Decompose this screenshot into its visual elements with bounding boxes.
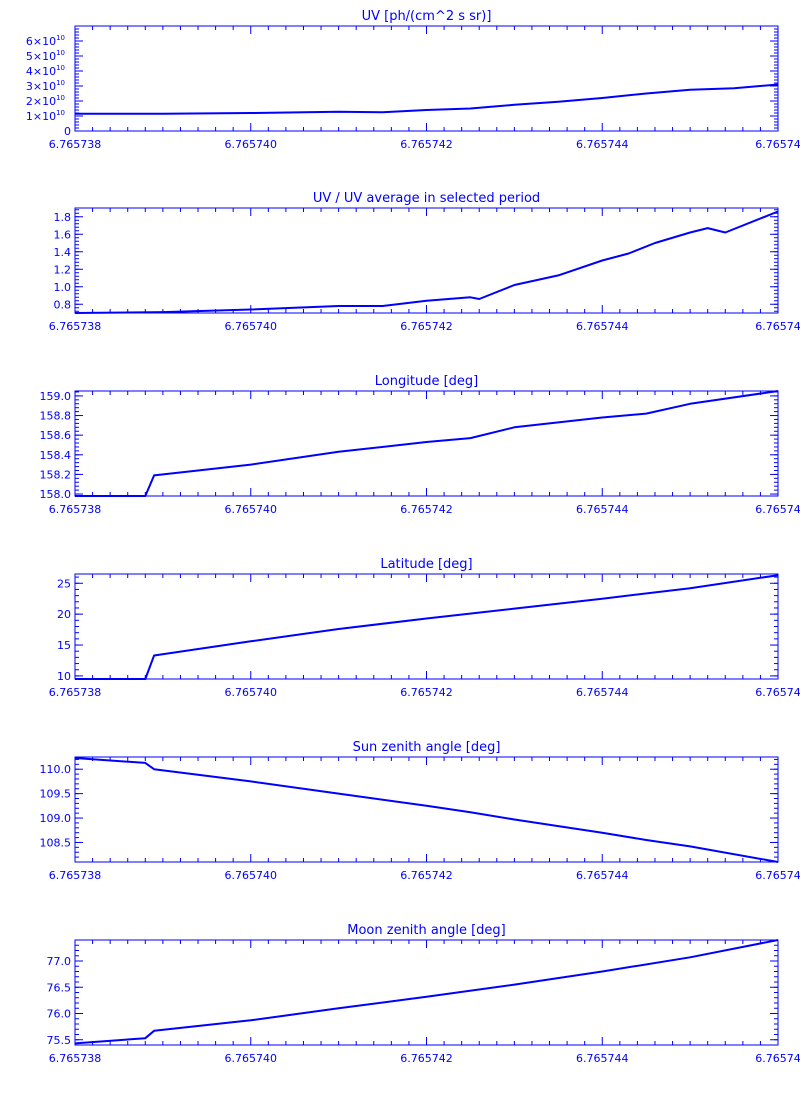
x-tick-label: 6.765742 — [400, 138, 453, 151]
y-tick-label: 76.0 — [47, 1008, 72, 1021]
panel-title: Sun zenith angle [deg] — [353, 740, 501, 755]
x-tick-label: 6.765742 — [400, 503, 453, 516]
x-tick-label: 6.765740 — [225, 138, 278, 151]
panel-title: Moon zenith angle [deg] — [347, 923, 505, 938]
panel-uv-flux: UV [ph/(cm^2 s sr)]6.765738 6.765740 6.765… — [26, 9, 800, 151]
y-tick-label: 4×1010 — [26, 64, 65, 78]
x-tick-label: 6.765744 — [576, 138, 629, 151]
y-tick-label: 76.5 — [47, 981, 72, 994]
panel-uv-ratio: UV / UV average in selected period 6.7657… — [49, 191, 800, 333]
y-tick-label: 5×1010 — [26, 49, 65, 63]
x-tick-label: 6.765742 — [400, 686, 453, 699]
panel-longitude: Longitude [deg] 6.765738 6.765740 6.765742 6… — [40, 374, 800, 516]
y-tick-label: 2×1010 — [26, 94, 65, 108]
y-tick-label: 1.8 — [54, 211, 72, 224]
plot-frame — [74, 25, 779, 132]
panel-moon-zenith: Moon zenith angle [deg] 6.765738 6.765740 6… — [47, 923, 800, 1065]
x-tick-label: 6.765742 — [400, 869, 453, 882]
y-tick-label: 1.6 — [54, 228, 72, 241]
x-tick-label: 6.765742 — [400, 320, 453, 333]
x-tick-label: 6.76574 — [755, 320, 800, 333]
x-tick-label: 6.765738 — [49, 1052, 102, 1065]
y-tick-label: 110.0 — [40, 763, 72, 776]
x-tick-label: 6.765740 — [225, 320, 278, 333]
series-line-uv-flux — [75, 83, 779, 115]
y-tick-label: 109.5 — [40, 788, 72, 801]
y-tick-label: 109.0 — [40, 812, 72, 825]
y-tick-label: 6×1010 — [26, 34, 65, 48]
x-tick-label: 6.765744 — [576, 320, 629, 333]
y-tick-label: 77.0 — [47, 955, 72, 968]
x-tick-label: 6.765744 — [576, 1052, 629, 1065]
y-tick-label: 158.0 — [40, 488, 72, 501]
y-tick-label: 158.4 — [40, 449, 72, 462]
series-line-uv-ratio — [74, 210, 779, 314]
y-tick-label: 75.5 — [47, 1034, 72, 1047]
panel-title: UV / UV average in selected period — [313, 191, 540, 206]
y-tick-label: 158.2 — [40, 468, 72, 481]
series-line-sun-zenith — [74, 757, 779, 863]
x-tick-label: 6.765744 — [576, 686, 629, 699]
panel-sun-zenith: Sun zenith angle [deg] 6.765738 6.765740 6.… — [40, 740, 800, 882]
y-tick-label: 25 — [57, 577, 71, 590]
x-tick-label: 6.765740 — [225, 503, 278, 516]
x-tick-label: 6.765738 — [49, 869, 102, 882]
y-tick-label: 0.8 — [54, 298, 72, 311]
x-tick-label: 6.765740 — [225, 869, 278, 882]
y-tick-label: 159.0 — [40, 390, 72, 403]
y-tick-label: 1.2 — [54, 263, 72, 276]
plot-frame — [74, 939, 779, 1046]
y-tick-label: 108.5 — [40, 836, 72, 849]
x-tick-label: 6.765738 — [49, 138, 102, 151]
x-tick-label: 6.765740 — [225, 1052, 278, 1065]
series-line-longitude — [75, 390, 779, 497]
y-tick-label: 1.0 — [54, 281, 72, 294]
y-tick-label: 3×1010 — [26, 79, 65, 93]
y-tick-label: 20 — [57, 608, 71, 621]
y-tick-label: 1.4 — [54, 246, 72, 259]
panel-title: Longitude [deg] — [375, 374, 478, 389]
panel-latitude: Latitude [deg] 6.765738 6.765740 6.765742 6.… — [49, 557, 800, 699]
x-tick-label: 6.76574 — [755, 869, 800, 882]
series-line-latitude — [75, 574, 779, 680]
y-tick-label: 15 — [57, 639, 71, 652]
x-tick-label: 6.76574 — [755, 686, 800, 699]
y-tick-label: 158.8 — [40, 410, 72, 423]
x-tick-label: 6.76574 — [755, 503, 800, 516]
series-line-moon-zenith — [74, 939, 779, 1045]
x-tick-label: 6.765744 — [576, 869, 629, 882]
x-tick-label: 6.765742 — [400, 1052, 453, 1065]
y-tick-label: 0 — [64, 125, 71, 138]
x-tick-label: 6.765744 — [576, 503, 629, 516]
x-tick-label: 6.76574 — [755, 138, 800, 151]
x-tick-label: 6.765738 — [49, 686, 102, 699]
panel-title: Latitude [deg] — [380, 557, 472, 572]
y-tick-label: 1×1010 — [26, 109, 65, 123]
x-tick-label: 6.76574 — [755, 1052, 800, 1065]
x-tick-label: 6.765738 — [49, 320, 102, 333]
x-tick-label: 6.765738 — [49, 503, 102, 516]
y-tick-label: 158.6 — [40, 429, 72, 442]
panel-title: UV [ph/(cm^2 s sr)] — [362, 9, 492, 24]
plot-frame — [74, 207, 779, 314]
y-tick-label: 10 — [57, 670, 71, 683]
x-tick-label: 6.765740 — [225, 686, 278, 699]
